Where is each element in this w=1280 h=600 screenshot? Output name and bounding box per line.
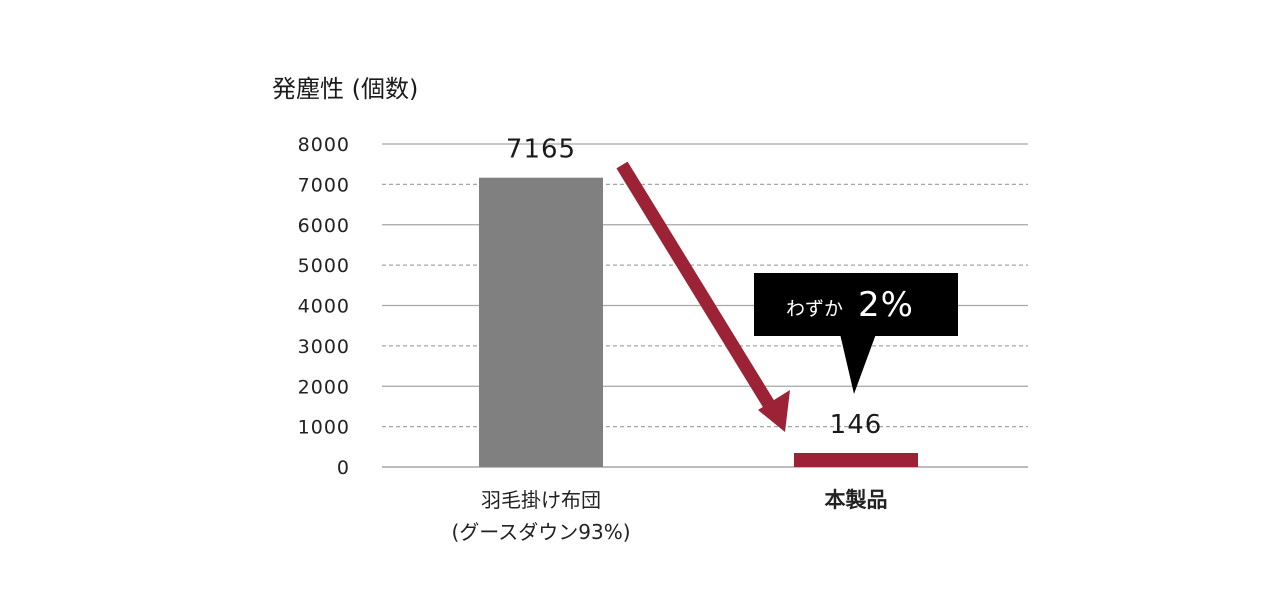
category-label-1: 本製品 bbox=[825, 488, 888, 512]
y-tick-label: 1000 bbox=[298, 417, 350, 439]
y-tick-label: 2000 bbox=[298, 376, 350, 398]
y-tick-label: 4000 bbox=[298, 296, 350, 318]
callout-text-small: わずか bbox=[786, 298, 843, 320]
y-tick-label: 6000 bbox=[298, 215, 350, 237]
callout-box bbox=[754, 273, 958, 336]
bars bbox=[479, 177, 918, 467]
callout-pointer bbox=[840, 334, 876, 394]
y-tick-label: 3000 bbox=[298, 336, 350, 358]
y-axis-ticks: 0 1000 2000 3000 4000 5000 6000 7000 8000 bbox=[298, 134, 350, 479]
category-labels: 羽毛掛け布団 (グースダウン93%) 本製品 bbox=[451, 488, 887, 544]
annotation: わずか 2% bbox=[616, 161, 958, 432]
category-label-0: 羽毛掛け布団 bbox=[481, 488, 601, 512]
bar-0 bbox=[479, 177, 603, 467]
value-label-1: 146 bbox=[830, 410, 883, 440]
y-tick-label: 8000 bbox=[298, 134, 350, 156]
value-labels: 7165 146 bbox=[506, 135, 883, 440]
category-label-0: (グースダウン93%) bbox=[451, 520, 630, 544]
y-tick-label: 7000 bbox=[298, 174, 350, 196]
y-tick-label: 0 bbox=[337, 457, 350, 479]
callout-text-big: 2% bbox=[858, 285, 914, 325]
arrow-head bbox=[758, 390, 790, 432]
arrow-shaft bbox=[616, 161, 782, 420]
value-label-0: 7165 bbox=[506, 135, 576, 165]
bar-1 bbox=[794, 453, 918, 467]
y-tick-label: 5000 bbox=[298, 255, 350, 277]
y-axis-title: 発塵性 (個数) bbox=[272, 75, 418, 103]
